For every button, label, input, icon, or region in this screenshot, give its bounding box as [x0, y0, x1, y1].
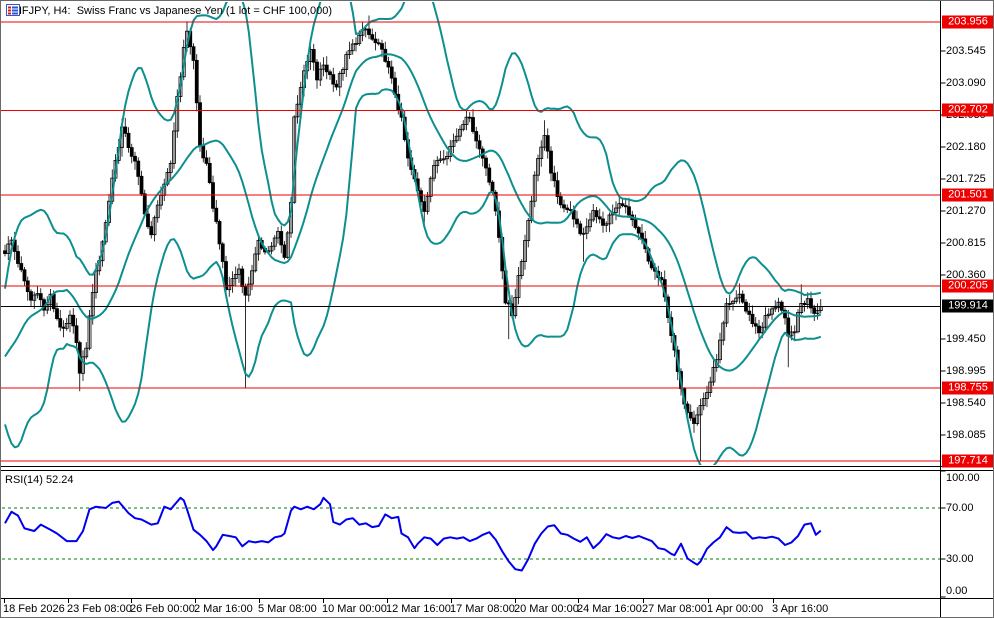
time-axis-label: 10 Mar 00:00 — [322, 603, 387, 615]
price-tick-label: 199.450 — [946, 333, 986, 346]
time-axis-label: 26 Feb 00:00 — [130, 603, 195, 615]
chart-icon — [6, 4, 20, 16]
chart-title-bar: CHFJPY, H4: Swiss Franc vs Japanese Yen … — [6, 4, 332, 18]
price-level-badge: 197.714 — [942, 454, 993, 468]
price-tick-label: 203.545 — [946, 45, 986, 58]
time-axis-label: 5 Mar 08:00 — [258, 603, 317, 615]
time-axis-label: 12 Mar 16:00 — [386, 603, 451, 615]
time-axis-label: 1 Apr 00:00 — [707, 603, 764, 615]
rsi-scale-label: 100.00 — [946, 472, 980, 484]
price-level-badge: 203.956 — [942, 15, 993, 29]
price-tick-label: 198.540 — [946, 397, 986, 410]
price-tick-label: 201.270 — [946, 205, 986, 218]
price-level-badge: 202.702 — [942, 103, 993, 117]
price-level-badge: 198.755 — [942, 381, 993, 395]
time-axis-label: 27 Mar 08:00 — [642, 603, 707, 615]
time-axis-label: 17 Mar 08:00 — [450, 603, 515, 615]
chart-title: CHFJPY, H4: Swiss Franc vs Japanese Yen … — [6, 5, 332, 17]
price-tick-label: 203.090 — [946, 77, 986, 90]
rsi-indicator-label: RSI(14) 52.24 — [5, 474, 74, 486]
bid-price-badge: 199.914 — [942, 299, 993, 313]
price-tick-label: 200.360 — [946, 269, 986, 282]
time-axis-label: 20 Mar 00:00 — [514, 603, 579, 615]
time-axis-label: 23 Feb 08:00 — [67, 603, 132, 615]
time-axis-label: 18 Feb 2026 — [3, 603, 65, 615]
price-tick-label: 200.815 — [946, 237, 986, 250]
rsi-scale-label: 70.00 — [946, 502, 974, 514]
price-tick-label: 202.180 — [946, 141, 986, 154]
price-tick-label: 201.725 — [946, 173, 986, 186]
price-tick-label: 198.995 — [946, 365, 986, 378]
time-axis-label: 24 Mar 16:00 — [577, 603, 642, 615]
rsi-scale-label: 0.00 — [946, 585, 968, 597]
price-level-badge: 200.205 — [942, 279, 993, 293]
time-axis-label: 2 Mar 16:00 — [194, 603, 253, 615]
time-axis-label: 3 Apr 16:00 — [772, 603, 829, 615]
price-tick-label: 198.085 — [946, 429, 986, 442]
rsi-scale-label: 30.00 — [946, 553, 974, 565]
price-level-badge: 201.501 — [942, 188, 993, 202]
